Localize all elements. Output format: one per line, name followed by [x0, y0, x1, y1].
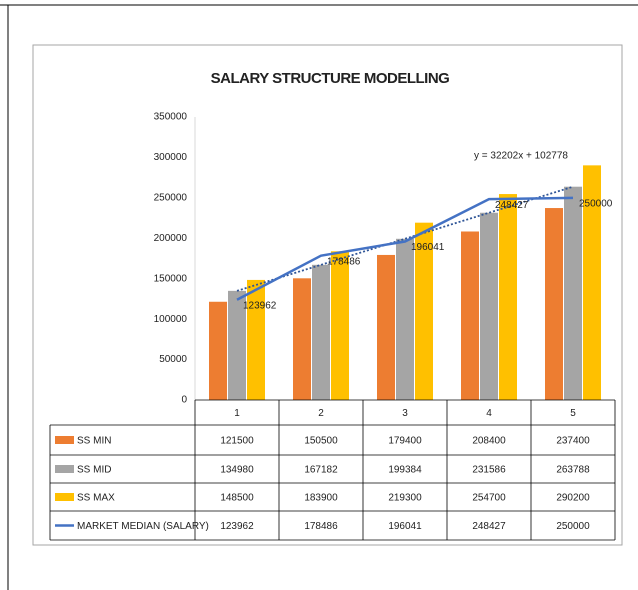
x-tick-label: 4	[486, 408, 492, 419]
table-cell: 196041	[388, 521, 422, 532]
y-tick-label: 250000	[154, 192, 188, 203]
table-cell: 167182	[304, 465, 338, 476]
y-tick-label: 50000	[159, 354, 187, 365]
legend-key	[55, 465, 74, 473]
table-cell: 148500	[220, 493, 254, 504]
y-tick-label: 200000	[154, 233, 188, 244]
x-tick-label: 2	[318, 408, 324, 419]
data-label: 178486	[327, 256, 361, 267]
legend-label: SS MIN	[77, 436, 111, 447]
bar	[331, 251, 349, 400]
x-tick-label: 5	[570, 408, 576, 419]
table-cell: 250000	[556, 521, 590, 532]
table-cell: 150500	[304, 436, 338, 447]
y-tick-label: 350000	[154, 112, 188, 123]
legend-key	[55, 436, 74, 444]
bar	[499, 194, 517, 400]
y-tick-label: 300000	[154, 152, 188, 163]
data-label: 248427	[495, 200, 529, 211]
bar	[293, 278, 311, 400]
table-cell: 248427	[472, 521, 506, 532]
table-cell: 121500	[220, 436, 254, 447]
table-cell: 263788	[556, 465, 590, 476]
legend-key	[55, 493, 74, 501]
table-cell: 179400	[388, 436, 422, 447]
legend-label: SS MID	[77, 465, 111, 476]
bar	[209, 301, 227, 400]
table-cell: 123962	[220, 521, 254, 532]
bar	[228, 290, 246, 400]
table-cell: 290200	[556, 493, 590, 504]
chart-title: SALARY STRUCTURE MODELLING	[211, 70, 450, 87]
legend-label: SS MAX	[77, 493, 115, 504]
y-tick-label: 0	[181, 395, 187, 406]
bar	[461, 231, 479, 400]
line-series	[236, 196, 574, 301]
bar	[480, 212, 498, 400]
data-label: 250000	[579, 198, 613, 209]
table-cell: 134980	[220, 465, 254, 476]
bar	[247, 279, 265, 400]
bar	[312, 264, 330, 400]
table-cell: 231586	[472, 465, 506, 476]
legend-label: MARKET MEDIAN (SALARY)	[77, 521, 209, 532]
table-cell: 237400	[556, 436, 590, 447]
bar	[415, 222, 433, 400]
bar	[545, 208, 563, 400]
table-cell: 254700	[472, 493, 506, 504]
trendline	[236, 185, 574, 292]
x-tick-label: 1	[234, 408, 240, 419]
table-cell: 199384	[388, 465, 422, 476]
bar	[583, 165, 601, 400]
y-tick-label: 100000	[154, 314, 188, 325]
table-cell: 208400	[472, 436, 506, 447]
y-tick-label: 150000	[154, 273, 188, 284]
data-label: 196041	[411, 242, 445, 253]
bar	[396, 238, 414, 400]
bar	[377, 254, 395, 400]
data-label: 123962	[243, 300, 277, 311]
table-cell: 183900	[304, 493, 338, 504]
bar	[564, 186, 582, 400]
table-cell: 178486	[304, 521, 338, 532]
table-cell: 219300	[388, 493, 422, 504]
trendline-label: y = 32202x + 102778	[474, 151, 568, 162]
x-tick-label: 3	[402, 408, 408, 419]
